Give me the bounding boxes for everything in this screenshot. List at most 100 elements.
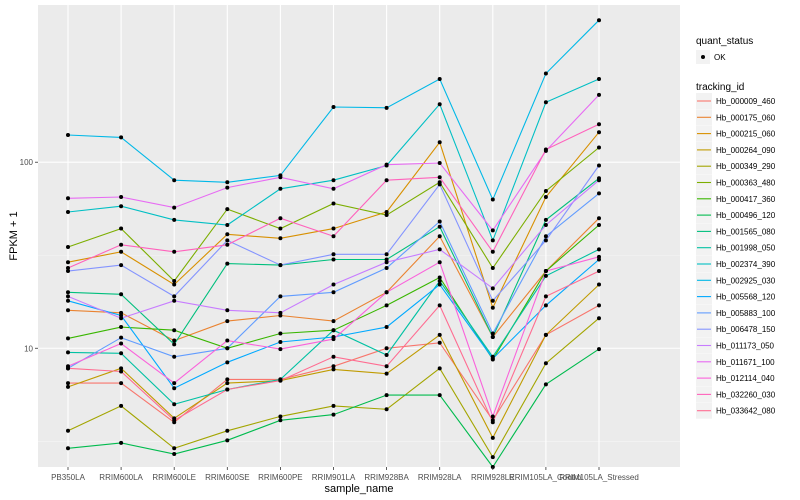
data-point <box>384 210 389 215</box>
data-point <box>331 328 336 333</box>
data-point <box>490 414 495 419</box>
data-point <box>225 428 230 433</box>
x-tick-label: RRIM105LA_Control <box>509 473 583 482</box>
data-point <box>597 130 601 135</box>
data-point <box>597 163 601 168</box>
legend-label: Hb_012114_040 <box>716 374 775 383</box>
data-point <box>119 341 124 346</box>
data-point <box>225 387 230 392</box>
data-point <box>225 346 230 351</box>
y-tick-label: 10 <box>24 344 33 353</box>
legend-label: Hb_000363_480 <box>716 179 776 188</box>
data-point <box>331 412 336 417</box>
data-point <box>543 332 548 337</box>
data-point <box>384 213 389 218</box>
data-point <box>66 245 70 250</box>
data-point <box>384 252 389 257</box>
data-point <box>384 364 389 369</box>
data-point <box>331 319 336 324</box>
data-point <box>278 340 283 345</box>
plot-panel <box>38 5 680 467</box>
data-point <box>384 290 389 295</box>
data-point <box>437 161 442 166</box>
data-point <box>543 147 548 152</box>
x-axis-title: sample_name <box>324 483 393 495</box>
data-point <box>490 435 495 440</box>
data-point <box>543 382 548 387</box>
legend-label: Hb_005883_100 <box>716 309 776 318</box>
legend-label: Hb_000264_090 <box>716 146 776 155</box>
data-point <box>119 381 124 386</box>
data-point <box>597 222 601 227</box>
data-point <box>66 290 70 295</box>
data-point <box>278 331 283 336</box>
data-point <box>119 403 124 408</box>
data-point <box>331 364 336 369</box>
data-point <box>331 105 336 110</box>
data-point <box>384 407 389 412</box>
shape-legend-title: quant_status <box>696 36 753 47</box>
legend-label: Hb_002925_030 <box>716 276 776 285</box>
data-point <box>66 428 70 433</box>
data-point <box>437 219 442 224</box>
data-point <box>66 294 70 299</box>
data-point <box>597 145 601 150</box>
data-point <box>543 303 548 308</box>
data-point <box>225 222 230 227</box>
data-point <box>490 331 495 336</box>
data-point <box>437 234 442 239</box>
data-point <box>490 197 495 202</box>
data-point <box>543 269 548 274</box>
x-tick-label: RRIM600LA <box>99 473 143 482</box>
data-point <box>597 216 601 221</box>
data-point <box>172 178 177 183</box>
data-point <box>331 257 336 262</box>
legend-label: Hb_000215_060 <box>716 130 776 139</box>
data-point <box>437 260 442 265</box>
x-tick-label: RRIM600PE <box>258 473 302 482</box>
data-point <box>543 361 548 366</box>
legend-label: Hb_000496_120 <box>716 211 776 220</box>
data-point <box>119 369 124 374</box>
data-point <box>172 298 177 303</box>
data-point <box>437 224 442 229</box>
data-point <box>597 303 601 308</box>
data-point <box>597 347 601 352</box>
data-point <box>543 195 548 200</box>
data-point <box>384 352 389 357</box>
data-point <box>119 351 124 356</box>
data-point <box>331 178 336 183</box>
data-point <box>278 175 283 180</box>
data-point <box>278 294 283 299</box>
data-point <box>437 175 442 180</box>
data-point <box>278 216 283 221</box>
data-point <box>437 102 442 107</box>
data-point <box>172 386 177 391</box>
data-point <box>597 92 601 97</box>
data-point <box>66 298 70 303</box>
data-point <box>437 278 442 283</box>
color-legend-title: tracking_id <box>696 82 744 93</box>
data-point <box>437 282 442 287</box>
data-point <box>490 298 495 303</box>
data-point <box>597 247 601 252</box>
data-point <box>490 455 495 460</box>
legend-label: Hb_005568_120 <box>716 293 776 302</box>
data-point <box>66 269 70 274</box>
data-point <box>331 290 336 295</box>
data-point <box>437 77 442 82</box>
data-point <box>437 275 442 280</box>
data-point <box>66 350 70 355</box>
data-point <box>225 360 230 365</box>
data-point <box>278 414 283 419</box>
data-point <box>225 338 230 343</box>
data-point <box>66 260 70 265</box>
data-point <box>490 249 495 254</box>
data-point <box>225 180 230 185</box>
data-point <box>384 162 389 167</box>
data-point <box>172 446 177 451</box>
legend-label: Hb_000175_060 <box>716 113 776 122</box>
legend: quant_status OK tracking_id Hb_000009_46… <box>696 36 776 419</box>
data-point <box>66 308 70 313</box>
